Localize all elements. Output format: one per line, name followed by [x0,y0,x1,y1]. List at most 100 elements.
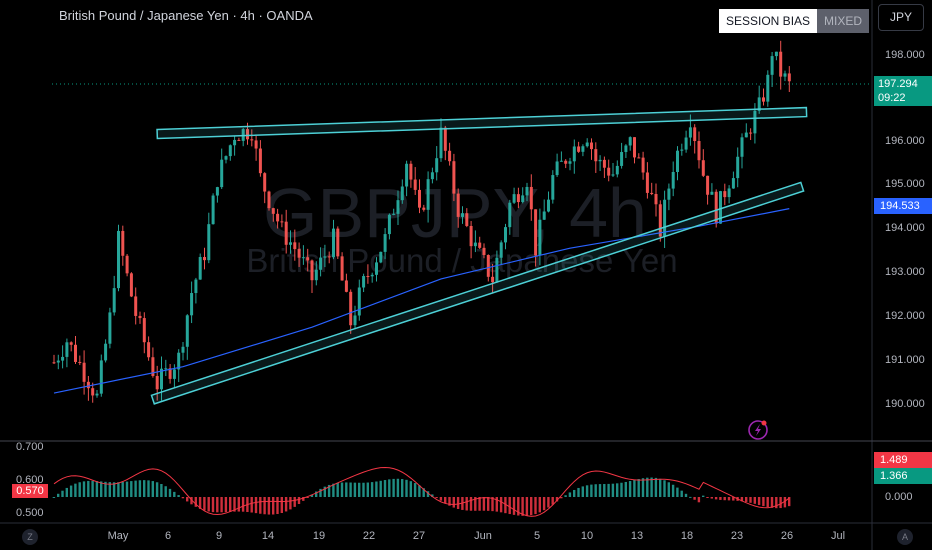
candle-body [125,255,129,274]
candle-body [319,257,323,270]
candle-body [181,346,185,353]
oscillator-bar [628,481,632,497]
candle-body [508,202,512,228]
candle-body [641,157,645,173]
candle-body [577,146,581,152]
oscillator-bar [478,497,481,511]
candle-body [306,257,310,261]
candle-body [74,344,77,362]
time-tick: 18 [680,530,694,542]
oscillator-bar [757,497,761,505]
candle-body [482,247,486,256]
oscillator-bar [345,482,348,497]
oscillator-bar [95,481,99,497]
oscillator-bar [684,493,688,497]
candle-body [676,150,679,172]
oscillator-bar [633,480,636,497]
candle-body [744,132,748,138]
price-tick: 192.000 [885,310,925,322]
candle-body [112,288,116,313]
oscillator-bar [57,493,60,497]
candle-body [168,368,172,379]
oscillator-bar [650,477,653,497]
candle-body [693,127,697,142]
candle-body [413,179,417,190]
oscillator-bar [173,491,176,497]
candle-body [615,165,619,175]
candle-body [637,157,641,159]
candle-body [581,146,585,152]
oscillator-bar [241,497,245,512]
candle-body [766,74,770,102]
oscillator-bar [177,495,180,497]
price-tick: 193.000 [885,266,925,278]
oscillator-bar [659,478,662,497]
candle-body [633,137,636,158]
candle-body [99,360,103,394]
auto-scale-button[interactable]: A [897,529,913,545]
upper-channel-line [156,106,808,140]
oscillator-bar [379,480,382,497]
oscillator-bar [121,481,124,497]
candle-body [564,160,568,164]
oscillator-bar [358,482,361,497]
oscillator-bar [667,482,670,497]
oscillator-bar [388,479,391,497]
session-bias-badge[interactable]: SESSION BIAS MIXED [719,9,870,33]
oscillator-bar [624,481,627,497]
oscillator-bar [112,482,116,497]
lightning-icon[interactable] [748,420,768,440]
oscillator-bar [74,483,77,497]
candle-body [233,139,237,146]
oscillator-bar [267,497,271,515]
candle-body [611,174,615,176]
oscillator-bar [117,482,120,497]
indicator-hist-value: 1.366 [874,468,932,484]
oscillator-bar [766,497,769,508]
timezone-button[interactable]: Z [22,529,38,545]
lower-channel-line [150,181,805,405]
candle-body [740,137,744,157]
oscillator-bar [585,485,589,497]
currency-button[interactable]: JPY [878,4,924,31]
indicator-line-value: 1.489 [874,452,932,468]
price-pane [52,40,808,405]
time-tick: 19 [312,530,326,542]
oscillator-bar [186,497,189,502]
oscillator-bar [508,497,511,515]
oscillator-bar [82,481,86,497]
oscillator-bar [680,490,683,497]
oscillator-bar [676,487,679,497]
candle-body [366,276,370,278]
oscillator-bar [340,482,344,497]
candle-body [538,219,542,256]
candle-body [400,186,404,201]
oscillator-bar [783,497,787,508]
candle-body [190,293,194,316]
candle-body [151,357,155,376]
indicator-left-value: 0.570 [12,484,48,498]
candle-body [478,242,482,248]
candle-body [310,260,314,281]
oscillator-bar [482,497,486,511]
oscillator-bar [413,483,417,497]
symbol-title[interactable]: British Pound / Japanese Yen · 4h · OAND… [59,8,313,23]
oscillator-bar [383,480,387,497]
oscillator-bar [603,483,606,497]
candle-body [473,242,477,247]
candle-body [198,257,202,280]
candle-body [461,213,464,217]
last-price-label: 197.294 09:22 [874,76,932,106]
oscillator-bar [272,497,275,515]
candle-body [375,262,378,275]
candle-body [521,195,525,203]
oscillator-bar [538,497,541,513]
candle-body [301,257,305,259]
candle-body [620,152,624,166]
candle-body [215,187,219,196]
oscillator-bar [564,495,567,497]
price-tick: 194.000 [885,222,925,234]
oscillator-bar [435,497,438,498]
candle-body [547,199,550,212]
